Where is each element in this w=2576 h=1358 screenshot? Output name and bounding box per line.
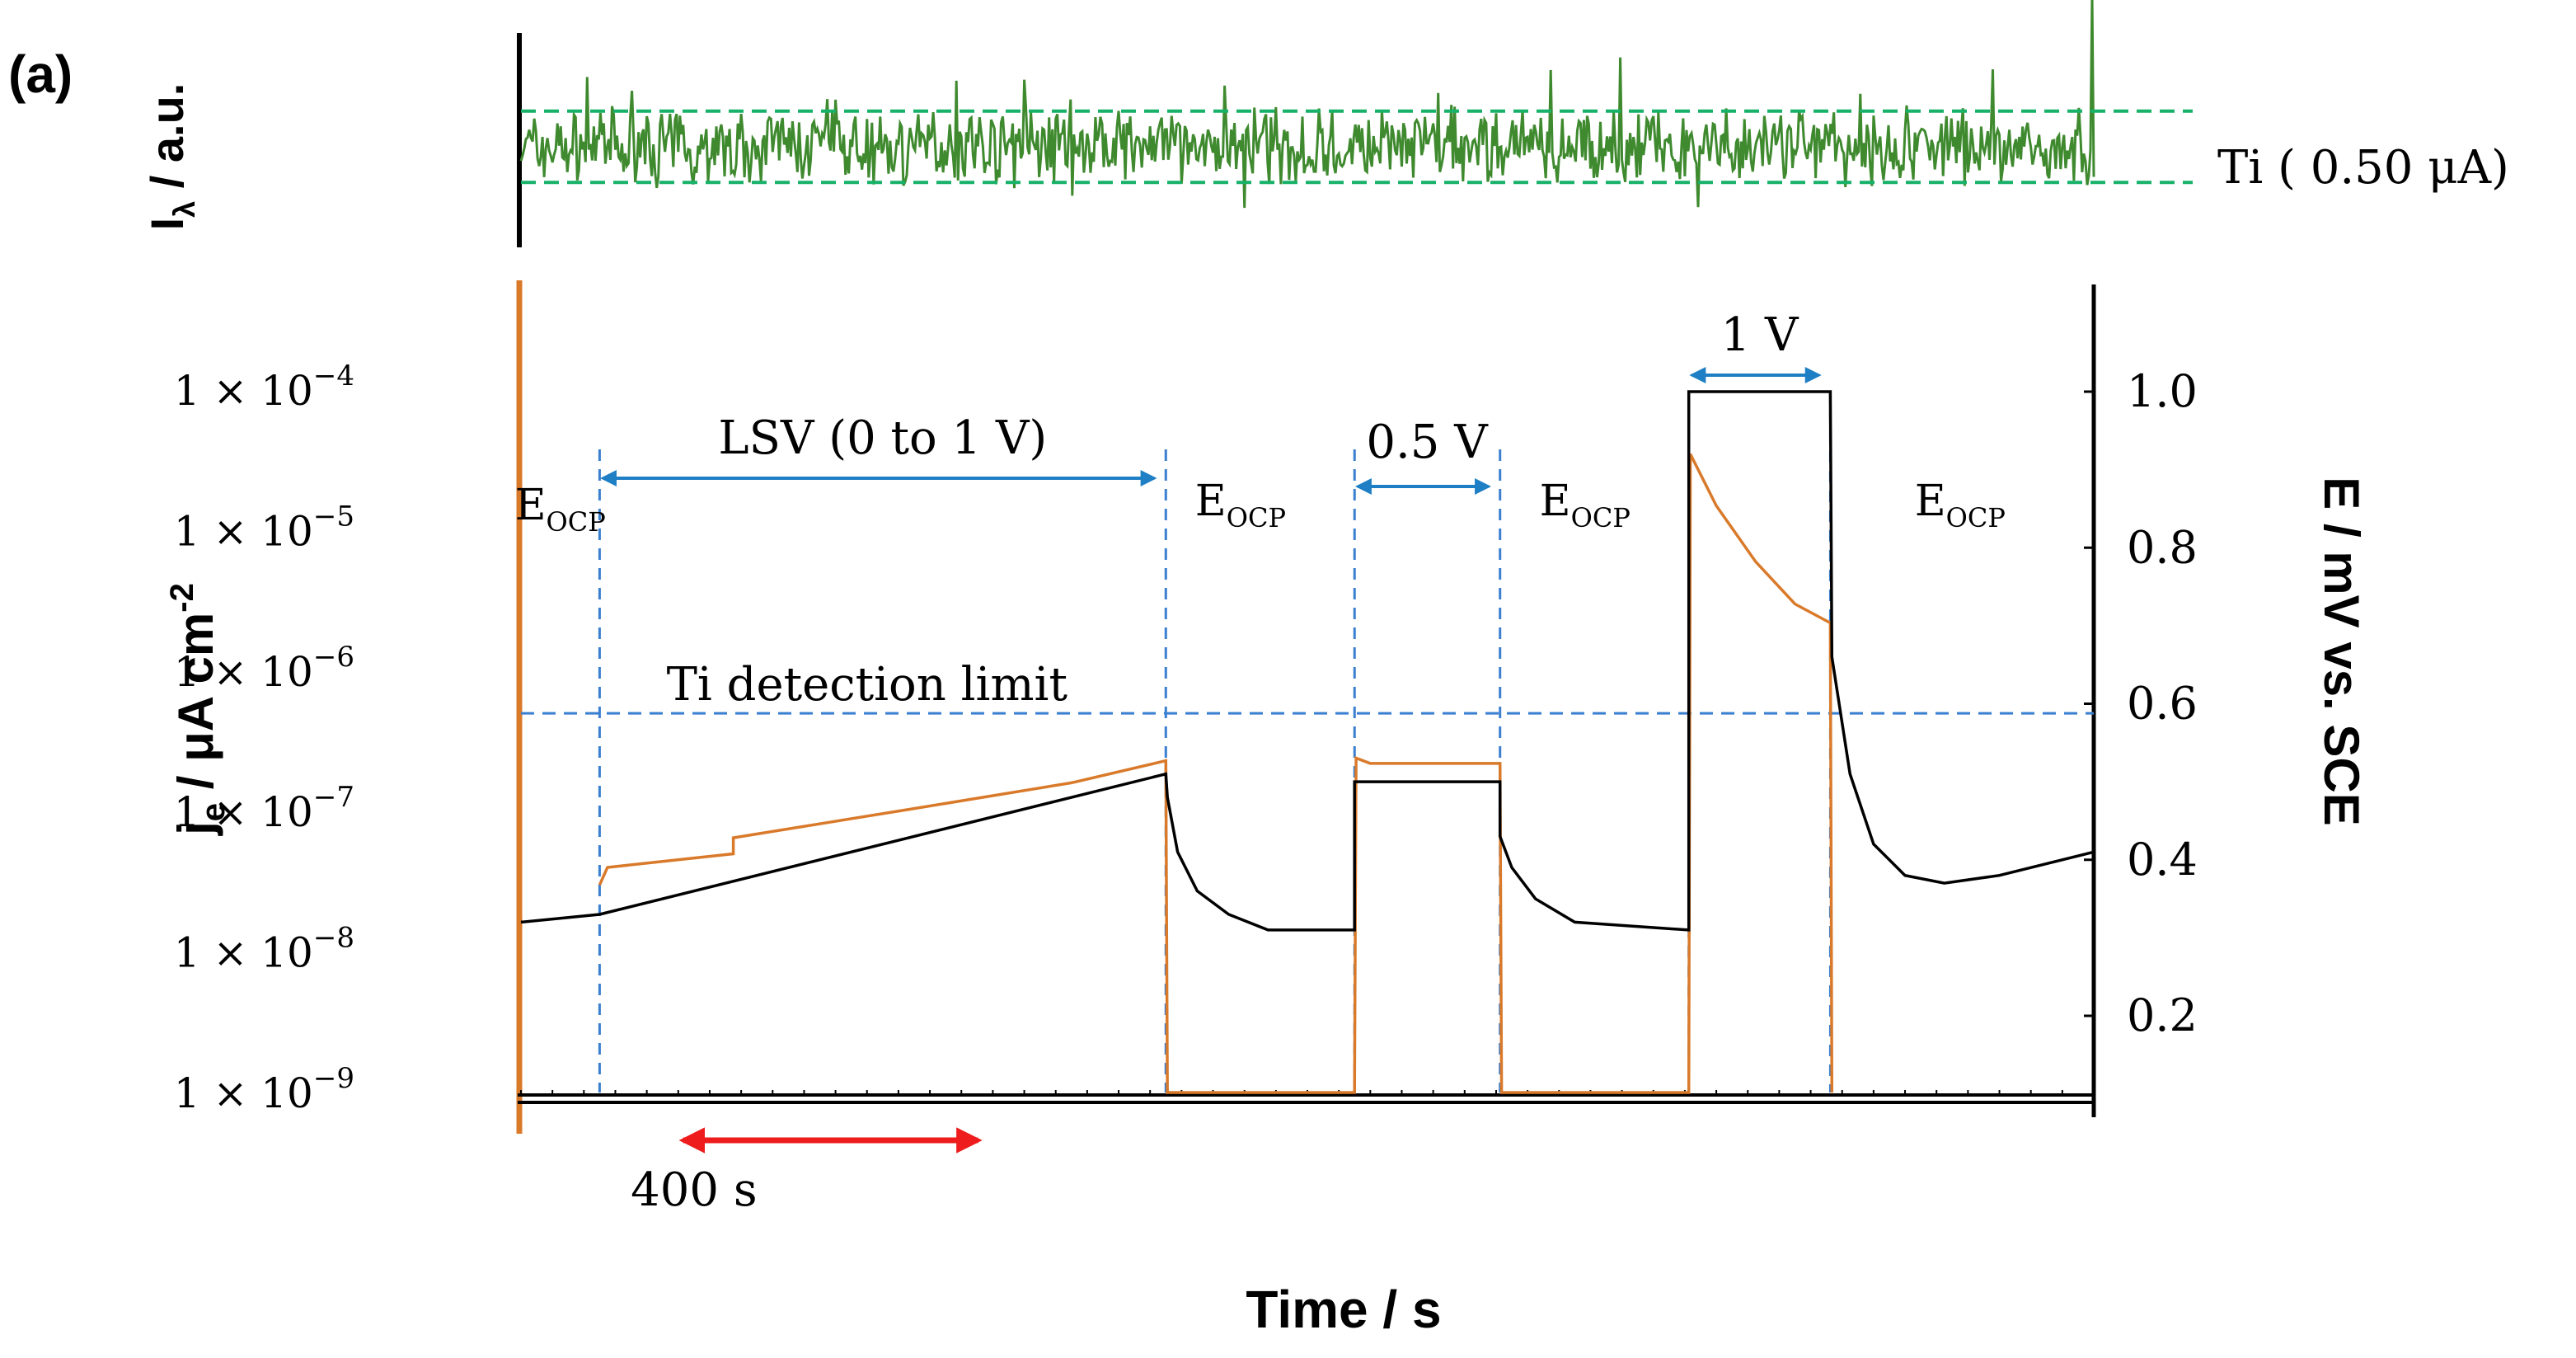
left-tick-label-4: 1 × 10−8 [174,922,354,977]
potential-trace [520,390,2095,932]
right-tick-label-1: 0.8 [2127,521,2198,573]
left-y-ticks: 1 × 10−4 1 × 10−5 1 × 10−6 1 × 10−7 1 × 10−8… [174,359,354,1117]
ti-intensity-trace [519,0,2095,209]
ocp-label-4: EOCP [1915,477,2006,533]
segment-annotations: LSV (0 to 1 V) 0.5 V 1 V EOCP EOCP EOCP … [515,308,2006,538]
left-tick-label-3: 1 × 10−7 [174,781,354,836]
left-tick-label-5: 1 × 10−9 [174,1062,354,1117]
lsv-label: LSV (0 to 1 V) [718,411,1047,465]
left-tick-label-2: 1 × 10−6 [174,641,354,696]
bottom-panel: 1 × 10−4 1 × 10−5 1 × 10−6 1 × 10−7 1 × 10−8… [164,280,2369,1339]
left-tick-label-0: 1 × 10−4 [174,359,354,415]
x-minor-ticks [520,1090,2095,1095]
right-tick-label-2: 0.6 [2127,678,2198,730]
top-panel: Iλ / a.u. Ti ( 0.50 μA) [141,0,2509,247]
hold-1v-label: 1 V [1721,308,1799,362]
right-y-ticks: 1.0 0.8 0.6 0.4 0.2 [2084,365,2198,1041]
current-density-trace [598,453,1834,1094]
time-scale-label: 400 s [631,1163,757,1217]
top-y-label: Iλ / a.u. [141,83,201,231]
panel-label: (a) [8,45,73,104]
hold-05v-label: 0.5 V [1366,416,1489,469]
ti-threshold-label: Ti ( 0.50 μA) [2217,141,2509,195]
detection-limit-label: Ti detection limit [667,658,1068,712]
right-tick-label-3: 0.4 [2127,834,2198,886]
x-axis-label: Time / s [1246,1280,1441,1339]
left-tick-label-1: 1 × 10−5 [174,500,354,555]
right-tick-label-0: 1.0 [2127,365,2198,417]
right-y-label: E / mV vs. SCE [2314,477,2369,826]
left-y-label: je / μA cm-2 [164,583,232,836]
ocp-label-1: EOCP [515,481,606,538]
ocp-label-2: EOCP [1195,477,1286,533]
right-tick-label-4: 0.2 [2127,989,2198,1041]
ocp-label-3: EOCP [1540,477,1631,533]
